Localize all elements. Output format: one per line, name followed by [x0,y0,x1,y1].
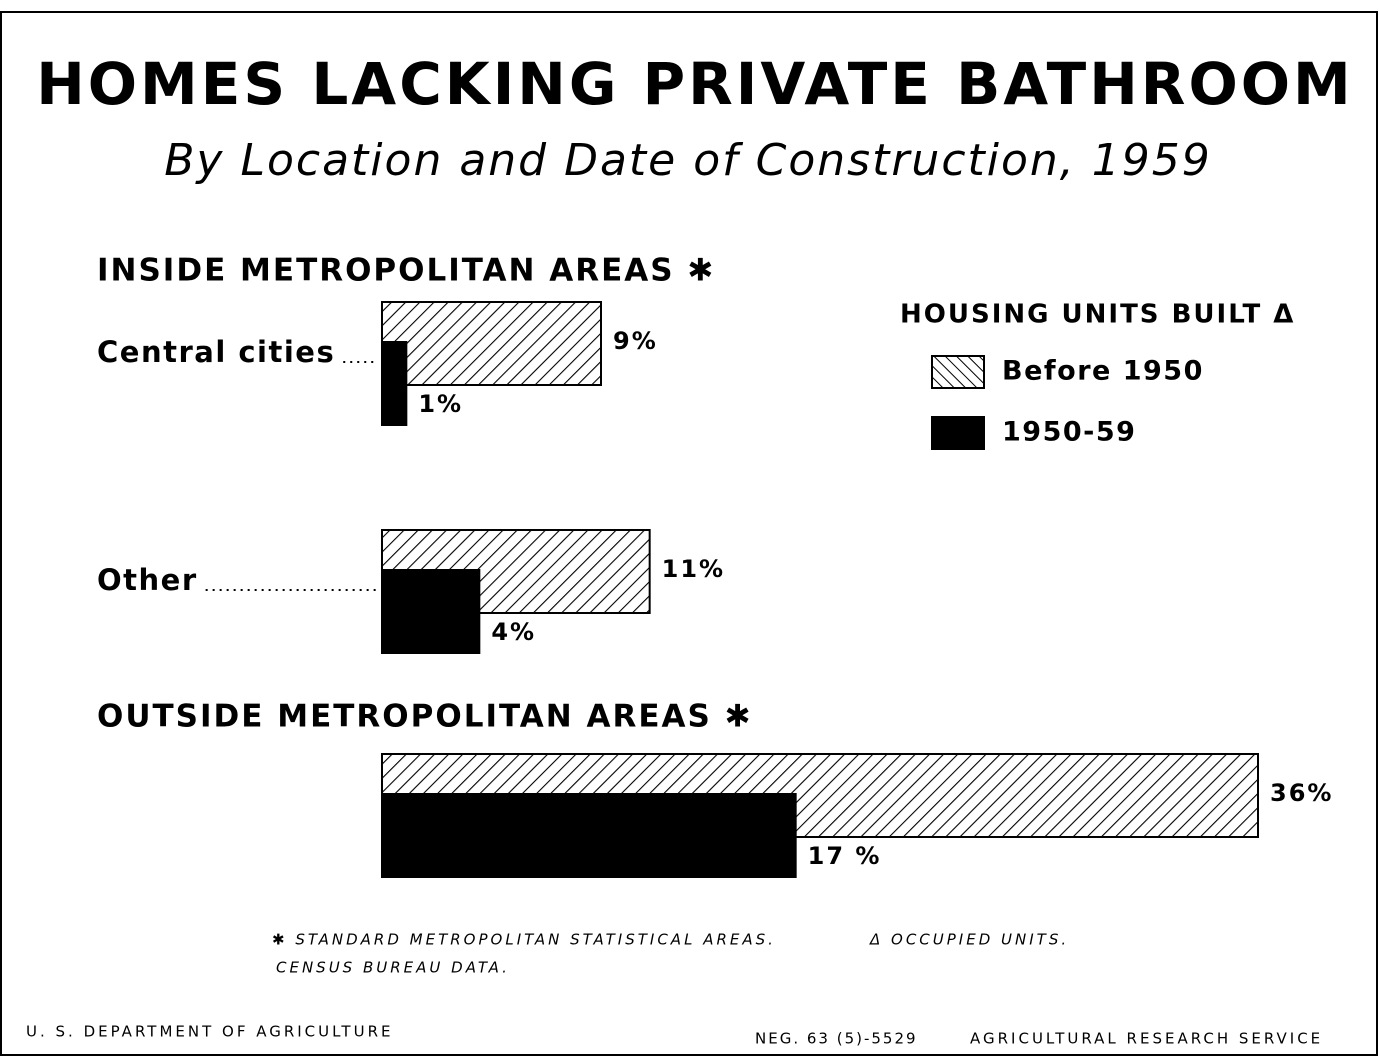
bar [381,301,602,386]
value-label: 11% [662,555,725,583]
legend-swatch [931,416,985,450]
legend-label: 1950-59 [1002,417,1136,448]
value-label: 36% [1270,779,1333,807]
group-label: INSIDE METROPOLITAN AREAS ✱ [97,253,715,289]
category-label: Other [97,563,198,597]
footnote: CENSUS BUREAU DATA. [276,959,510,977]
value-label: 4% [491,618,536,646]
legend-title: HOUSING UNITS BUILT Δ [900,300,1295,330]
footer: AGRICULTURAL RESEARCH SERVICE [970,1030,1323,1048]
value-label: 17 % [808,842,882,870]
value-label: 9% [613,327,658,355]
category-label: Central cities [97,335,335,369]
legend-label: Before 1950 [1002,356,1204,387]
chart-subtitle: By Location and Date of Construction, 19… [164,135,1212,186]
bar [381,569,481,654]
footnote: Δ OCCUPIED UNITS. [869,931,1069,949]
bar [381,793,797,878]
legend-swatch [931,355,985,389]
value-label: 1% [418,390,463,418]
footer: U. S. DEPARTMENT OF AGRICULTURE [26,1023,393,1041]
bar [381,341,408,426]
chart-title: HOMES LACKING PRIVATE BATHROOM [36,50,1354,118]
footer: NEG. 63 (5)-5529 [755,1030,918,1048]
frame [0,11,1378,1056]
footnote: ✱ STANDARD METROPOLITAN STATISTICAL AREA… [272,931,776,949]
group-label: OUTSIDE METROPOLITAN AREAS ✱ [97,699,753,735]
